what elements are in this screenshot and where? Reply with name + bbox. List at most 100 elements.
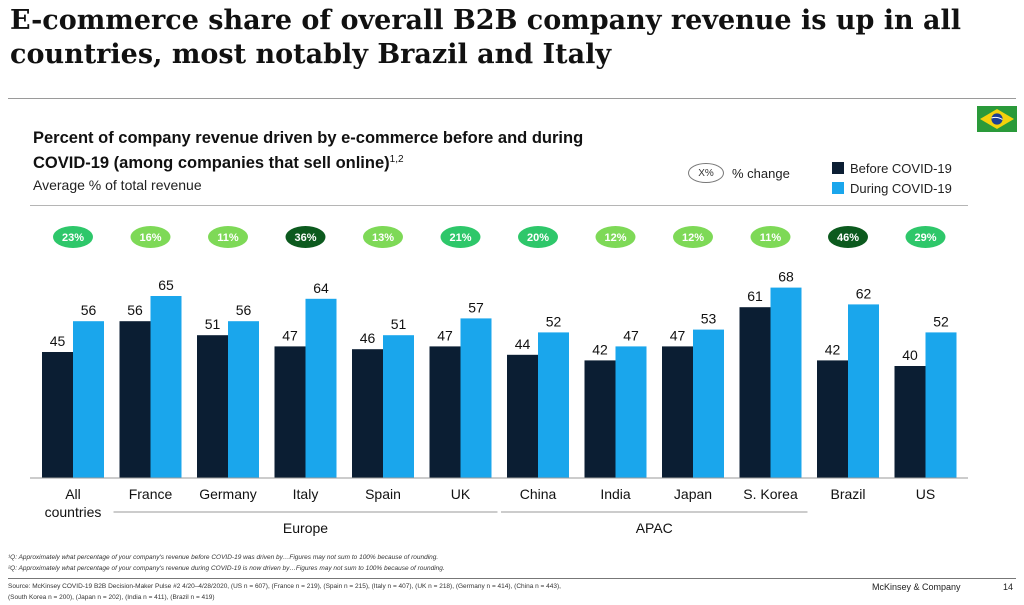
pct-change-label-brazil: 46% xyxy=(837,232,859,244)
value-label-during-uk: 57 xyxy=(468,299,484,315)
pct-change-pill-s-korea xyxy=(750,226,791,248)
legend-label-during: During COVID-19 xyxy=(850,180,952,196)
bar-during-us xyxy=(925,332,957,478)
pct-change-label-japan: 12% xyxy=(682,232,704,244)
bar-before-italy xyxy=(274,346,306,478)
pct-change-label-spain: 13% xyxy=(372,232,394,244)
bar-during-china xyxy=(538,332,569,478)
value-label-before-us: 40 xyxy=(902,347,918,363)
bar-during-all-countries xyxy=(73,321,104,478)
pct-change-label-china: 20% xyxy=(527,232,549,244)
page-number: 14 xyxy=(1003,582,1014,592)
bar-before-france xyxy=(119,321,151,478)
value-label-before-uk: 47 xyxy=(437,327,453,343)
category-label-brazil: Brazil xyxy=(830,486,865,502)
value-label-during-s-korea: 68 xyxy=(778,269,794,285)
pct-change-label-all-countries: 23% xyxy=(62,232,84,244)
category-label-s-korea: S. Korea xyxy=(743,486,798,502)
value-label-during-italy: 64 xyxy=(313,280,329,296)
pct-change-pill-brazil xyxy=(828,226,868,248)
value-label-before-brazil: 42 xyxy=(825,341,841,357)
value-label-during-germany: 56 xyxy=(236,302,252,318)
value-label-during-india: 47 xyxy=(623,327,639,343)
legend-item-during: During COVID-19 xyxy=(832,178,952,198)
category-label-china: China xyxy=(520,486,557,502)
pct-change-legend-label: % change xyxy=(732,165,790,181)
bar-during-italy xyxy=(305,298,337,478)
pct-change-label-us: 29% xyxy=(914,232,936,244)
bar-before-brazil xyxy=(817,360,848,478)
value-label-before-spain: 46 xyxy=(360,330,376,346)
pct-change-label-italy: 36% xyxy=(294,232,316,244)
bar-during-brazil xyxy=(848,304,879,478)
bar-during-s-korea xyxy=(770,287,802,478)
bar-before-germany xyxy=(197,335,228,478)
category-label-spain: Spain xyxy=(365,486,401,502)
bar-before-japan xyxy=(662,346,693,478)
pct-change-label-s-korea: 11% xyxy=(760,232,782,244)
pct-change-pill-japan xyxy=(673,226,713,248)
bar-during-spain xyxy=(383,335,414,478)
pct-change-label-france: 16% xyxy=(139,232,161,244)
pct-change-pill-italy xyxy=(285,226,326,248)
chart-title: Percent of company revenue driven by e-c… xyxy=(33,129,584,172)
pct-change-label-india: 12% xyxy=(604,232,626,244)
pct-change-pill-all-countries xyxy=(53,226,93,248)
value-label-before-china: 44 xyxy=(515,336,531,352)
bottom-divider xyxy=(8,578,1016,579)
value-label-during-spain: 51 xyxy=(391,316,407,332)
value-label-during-brazil: 62 xyxy=(856,285,872,301)
legend-swatch-during xyxy=(832,182,844,194)
category-label-india: India xyxy=(600,486,631,502)
source-line-1: Source: McKinsey COVID-19 B2B Decision-M… xyxy=(8,583,561,590)
legend-item-before: Before COVID-19 xyxy=(832,158,952,178)
value-label-during-all-countries: 56 xyxy=(81,302,97,318)
group-label-europe: Europe xyxy=(283,520,328,536)
category-label-france: France xyxy=(129,486,173,502)
value-label-before-italy: 47 xyxy=(282,327,298,343)
value-label-before-s-korea: 61 xyxy=(747,288,763,304)
bar-before-spain xyxy=(352,349,383,478)
legend-swatch-before xyxy=(832,162,844,174)
pct-change-pill-india xyxy=(595,226,636,248)
value-label-before-all-countries: 45 xyxy=(50,333,66,349)
category-label-germany: Germany xyxy=(199,486,257,502)
pct-change-pill-uk xyxy=(440,226,481,248)
pct-change-pill-germany xyxy=(208,226,248,248)
pct-change-label-uk: 21% xyxy=(449,232,471,244)
value-label-during-japan: 53 xyxy=(701,311,717,327)
footnote-1: ¹Q: Approximately what percentage of you… xyxy=(8,554,439,561)
value-label-during-france: 65 xyxy=(158,277,174,293)
value-label-during-china: 52 xyxy=(546,313,562,329)
pct-change-legend: X% % change xyxy=(688,163,790,183)
pct-change-label-germany: 11% xyxy=(217,232,239,244)
series-legend: Before COVID-19 During COVID-19 xyxy=(832,158,952,198)
bar-before-china xyxy=(507,354,538,478)
category-label-all-countries-1: All xyxy=(65,486,81,502)
bar-during-japan xyxy=(693,329,724,478)
brand-name: McKinsey & Company xyxy=(872,582,961,592)
source-note: Source: McKinsey COVID-19 B2B Decision-M… xyxy=(8,581,768,603)
category-label-japan: Japan xyxy=(674,486,712,502)
chart-subtitle: Average % of total revenue xyxy=(33,177,202,193)
bar-during-india xyxy=(615,346,647,478)
brazil-flag-icon xyxy=(977,106,1017,132)
group-label-apac: APAC xyxy=(636,520,673,536)
footnote-2: ²Q: Approximately what percentage of you… xyxy=(8,565,445,572)
pct-change-pill-france xyxy=(130,226,171,248)
chart-top-divider xyxy=(30,205,968,206)
bar-during-uk xyxy=(460,318,492,478)
bar-during-france xyxy=(150,296,182,478)
pct-change-pill-us xyxy=(905,226,946,248)
category-label-us: US xyxy=(916,486,935,502)
pct-change-legend-symbol: X% xyxy=(688,163,724,183)
top-divider xyxy=(8,98,1016,99)
value-label-before-germany: 51 xyxy=(205,316,221,332)
category-label-uk: UK xyxy=(451,486,471,502)
pct-change-pill-china xyxy=(518,226,558,248)
bar-before-india xyxy=(584,360,616,478)
pct-change-pill-spain xyxy=(363,226,403,248)
category-label-italy: Italy xyxy=(293,486,319,502)
legend-label-before: Before COVID-19 xyxy=(850,160,952,176)
value-label-before-india: 42 xyxy=(592,341,608,357)
